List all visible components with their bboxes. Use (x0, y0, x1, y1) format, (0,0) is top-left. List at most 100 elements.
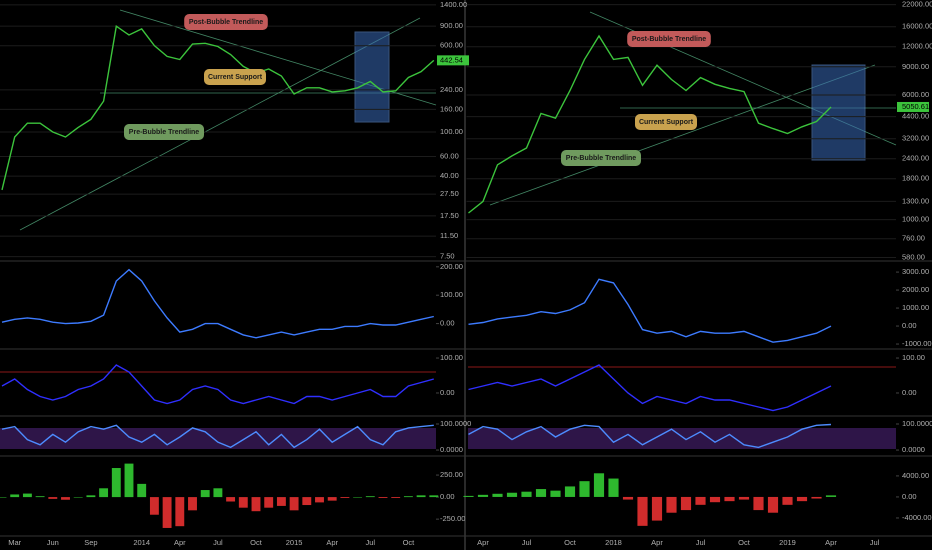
histogram-bar (175, 497, 185, 527)
y-tick-label: 4400.00 (902, 112, 929, 121)
x-tick-label: Apr (477, 538, 489, 547)
stoch-band (0, 428, 436, 449)
histogram-bar (651, 496, 663, 521)
last-price-box (897, 101, 929, 112)
y-tick-label: 240.00 (440, 85, 463, 94)
last-price-label: 442.54 (440, 55, 463, 64)
histogram-bar (825, 495, 837, 497)
histogram-bar (521, 491, 532, 497)
histogram-bar (302, 497, 312, 506)
x-tick-label: Apr (825, 538, 837, 547)
y-tick-label: 6000.00 (902, 90, 929, 99)
histogram-bar (637, 496, 648, 526)
histogram-bar (378, 497, 388, 498)
histogram-bar (550, 490, 561, 497)
histogram-bar (276, 497, 286, 506)
histogram-bar (213, 488, 223, 498)
histogram-bar (622, 496, 634, 500)
y-tick-label: 0.00 (902, 388, 917, 397)
y-tick-label: 27.50 (440, 189, 459, 198)
annotation-bubble (184, 14, 268, 30)
y-tick-label: -250.00 (440, 514, 465, 523)
y-tick-label: 17.50 (440, 211, 459, 220)
y-tick-label: 2400.00 (902, 154, 929, 163)
y-tick-label: 0.00 (440, 319, 455, 328)
y-tick-label: 22000.00 (902, 0, 932, 9)
histogram-bar (477, 494, 489, 497)
y-tick-label: 0.00 (440, 492, 455, 501)
histogram-bar (353, 497, 363, 498)
y-tick-label: -1000.00 (902, 339, 932, 348)
histogram-bar (724, 496, 735, 502)
y-tick-label: 0.00 (902, 321, 917, 330)
histogram-bar (811, 496, 822, 499)
x-tick-label: Jul (213, 538, 223, 547)
histogram-bar (315, 497, 324, 503)
histogram-bar (506, 492, 518, 497)
x-tick-label: Jul (870, 538, 880, 547)
annotation-bubble (561, 150, 641, 166)
annotation-text: Pre-Bubble Trendline (129, 129, 200, 136)
annotation-text: Post-Bubble Trendline (189, 19, 263, 26)
stoch-band (468, 428, 896, 449)
y-tick-label: 7.50 (440, 252, 455, 261)
histogram-bar (796, 496, 808, 502)
x-tick-label: Jul (522, 538, 532, 547)
x-tick-label: Oct (738, 538, 751, 547)
histogram-bar (61, 497, 70, 500)
annotation-bubble (124, 124, 204, 140)
y-tick-label: 40.00 (440, 171, 459, 180)
x-tick-label: Oct (403, 538, 416, 547)
y-tick-label: 100.0000 (440, 419, 471, 428)
histogram-bar (251, 497, 261, 512)
series-line (1, 424, 434, 449)
histogram-bar (753, 496, 764, 511)
histogram-bar (0, 497, 7, 498)
x-tick-label: Mar (8, 538, 21, 547)
histogram-bar (111, 468, 121, 498)
annotation-text: Post-Bubble Trendline (632, 36, 706, 43)
y-tick-label: 100.00 (440, 127, 463, 136)
histogram-bar (124, 463, 134, 498)
histogram-bar (593, 473, 605, 497)
y-tick-label: 0.0000 (440, 445, 463, 454)
y-tick-label: 760.00 (902, 234, 925, 243)
y-tick-label: 11.50 (440, 231, 458, 240)
y-tick-label: 1400.00 (440, 0, 467, 9)
x-tick-label: 2014 (133, 538, 150, 547)
histogram-bar (200, 490, 210, 498)
y-tick-label: 16000.00 (902, 22, 932, 31)
histogram-bar (162, 497, 172, 528)
x-tick-label: Oct (250, 538, 263, 547)
histogram-bar (782, 496, 793, 505)
histogram-bar (188, 497, 197, 511)
y-tick-label: 250.00 (440, 470, 463, 479)
annotation-text: Current Support (639, 119, 694, 126)
y-tick-label: 160.00 (440, 104, 463, 113)
highlight-box (354, 31, 390, 123)
histogram-bar (695, 496, 706, 505)
histogram-bar (709, 496, 721, 503)
histogram-bar (238, 497, 248, 508)
histogram-bar (99, 488, 109, 498)
x-tick-label: Jun (47, 538, 59, 547)
y-tick-label: 3000.00 (902, 267, 929, 276)
histogram-bar (463, 495, 474, 497)
y-tick-label: 100.00 (902, 353, 925, 362)
series-line (1, 364, 434, 405)
series-line (468, 364, 832, 412)
histogram-bar (492, 493, 503, 497)
histogram-bar (137, 483, 147, 498)
histogram-bar (264, 497, 274, 508)
y-tick-label: 1000.00 (902, 303, 929, 312)
histogram-bar (86, 495, 96, 498)
histogram-bar (416, 495, 426, 498)
y-tick-label: 2000.00 (902, 285, 929, 294)
histogram-bar (73, 497, 83, 498)
y-tick-label: 1000.00 (902, 215, 929, 224)
histogram-bar (767, 496, 779, 513)
x-tick-label: Apr (651, 538, 663, 547)
series-line (468, 278, 832, 343)
histogram-bar (666, 496, 677, 513)
osc-levels (0, 366, 896, 373)
